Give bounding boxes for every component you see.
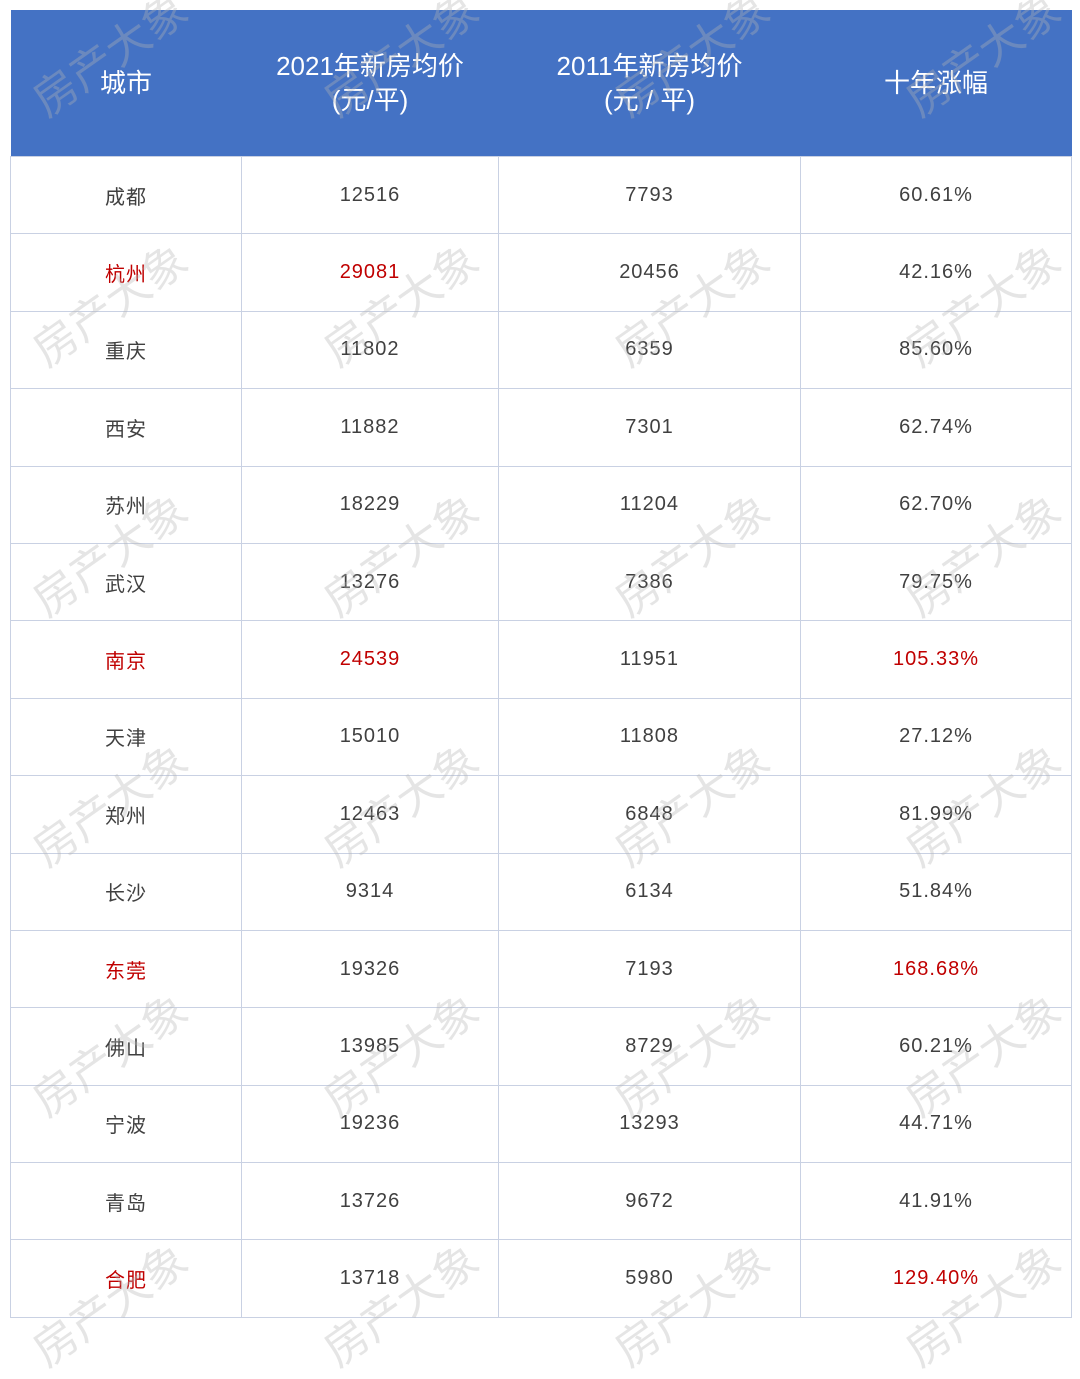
table-row: 西安 11882 7301 62.74% <box>10 388 1072 467</box>
cell-city: 西安 <box>10 388 242 467</box>
cell-growth: 60.61% <box>800 155 1072 235</box>
table-row: 合肥 13718 5980 129.40% <box>10 1239 1072 1318</box>
cell-p2021: 12516 <box>241 155 499 235</box>
cell-city: 苏州 <box>10 465 242 544</box>
cell-p2011: 11951 <box>498 620 801 699</box>
cell-city: 武汉 <box>10 542 242 622</box>
column-header-line: 2021年新房均价 <box>276 51 464 81</box>
cell-city: 长沙 <box>10 852 242 931</box>
cell-p2021: 11802 <box>241 310 499 390</box>
cell-city: 杭州 <box>10 233 242 312</box>
cell-growth: 105.33% <box>800 620 1072 699</box>
column-header-line: (元 / 平) <box>604 85 695 115</box>
cell-p2021: 19326 <box>241 929 499 1009</box>
cell-p2011: 20456 <box>498 233 801 312</box>
cell-city: 成都 <box>10 155 242 235</box>
column-header: 2011年新房均价 (元 / 平) <box>498 10 801 157</box>
cell-p2011: 6359 <box>498 310 801 390</box>
cell-growth: 168.68% <box>800 929 1072 1009</box>
column-header-line: 2011年新房均价 <box>556 51 743 81</box>
cell-growth: 85.60% <box>800 310 1072 390</box>
cell-p2011: 9672 <box>498 1162 801 1241</box>
cell-growth: 41.91% <box>800 1162 1072 1241</box>
cell-city: 宁波 <box>10 1084 242 1164</box>
cell-growth: 81.99% <box>800 775 1072 854</box>
cell-p2011: 7793 <box>498 155 801 235</box>
cell-city: 天津 <box>10 697 242 777</box>
table-row: 青岛 13726 9672 41.91% <box>10 1162 1072 1241</box>
cell-growth: 44.71% <box>800 1084 1072 1164</box>
cell-growth: 27.12% <box>800 697 1072 777</box>
cell-p2021: 11882 <box>241 388 499 467</box>
cell-p2021: 12463 <box>241 775 499 854</box>
table-row: 长沙 9314 6134 51.84% <box>10 852 1072 931</box>
table-row: 重庆 11802 6359 85.60% <box>10 310 1072 390</box>
column-header-line: (元/平) <box>331 85 409 115</box>
table-row: 成都 12516 7793 60.61% <box>10 155 1072 235</box>
cell-p2011: 6134 <box>498 852 801 931</box>
cell-city: 东莞 <box>10 929 242 1009</box>
cell-p2011: 11808 <box>498 697 801 777</box>
table-row: 苏州 18229 11204 62.70% <box>10 465 1072 544</box>
table-row: 东莞 19326 7193 168.68% <box>10 929 1072 1009</box>
cell-p2011: 7301 <box>498 388 801 467</box>
table-row: 佛山 13985 8729 60.21% <box>10 1007 1072 1086</box>
cell-p2021: 13718 <box>241 1239 499 1318</box>
table-row: 南京 24539 11951 105.33% <box>10 620 1072 699</box>
cell-growth: 129.40% <box>800 1239 1072 1318</box>
cell-p2021: 13276 <box>241 542 499 622</box>
cell-city: 佛山 <box>10 1007 242 1086</box>
cell-growth: 79.75% <box>800 542 1072 622</box>
cell-p2011: 7386 <box>498 542 801 622</box>
column-header: 十年涨幅 <box>800 10 1072 157</box>
cell-p2011: 13293 <box>498 1084 801 1164</box>
cell-p2021: 9314 <box>241 852 499 931</box>
table-row: 郑州 12463 6848 81.99% <box>10 775 1072 854</box>
cell-p2011: 7193 <box>498 929 801 1009</box>
cell-p2021: 18229 <box>241 465 499 544</box>
table-row: 武汉 13276 7386 79.75% <box>10 542 1072 622</box>
header-row: 城市 2021年新房均价 (元/平) 2011年新房均价 (元 / 平) 十年涨幅 <box>10 10 1072 157</box>
cell-p2011: 6848 <box>498 775 801 854</box>
table-row: 天津 15010 11808 27.12% <box>10 697 1072 777</box>
cell-city: 南京 <box>10 620 242 699</box>
cell-p2011: 11204 <box>498 465 801 544</box>
cell-growth: 62.74% <box>800 388 1072 467</box>
table-row: 杭州 29081 20456 42.16% <box>10 233 1072 312</box>
cell-p2021: 13985 <box>241 1007 499 1086</box>
cell-p2021: 15010 <box>241 697 499 777</box>
cell-city: 青岛 <box>10 1162 242 1241</box>
column-header: 2021年新房均价 (元/平) <box>241 10 499 157</box>
cell-growth: 60.21% <box>800 1007 1072 1086</box>
cell-p2011: 8729 <box>498 1007 801 1086</box>
cell-p2021: 24539 <box>241 620 499 699</box>
cell-p2021: 13726 <box>241 1162 499 1241</box>
cell-growth: 62.70% <box>800 465 1072 544</box>
column-header: 城市 <box>10 10 242 157</box>
table-row: 宁波 19236 13293 44.71% <box>10 1084 1072 1164</box>
cell-city: 郑州 <box>10 775 242 854</box>
cell-p2021: 19236 <box>241 1084 499 1164</box>
column-header-line: 城市 <box>99 68 152 98</box>
cell-city: 重庆 <box>10 310 242 390</box>
cell-growth: 51.84% <box>800 852 1072 931</box>
price-table: 城市 2021年新房均价 (元/平) 2011年新房均价 (元 / 平) 十年涨幅 成都 1… <box>10 10 1072 1318</box>
cell-city: 合肥 <box>10 1239 242 1318</box>
cell-p2011: 5980 <box>498 1239 801 1318</box>
column-header-line: 十年涨幅 <box>883 68 988 98</box>
cell-growth: 42.16% <box>800 233 1072 312</box>
cell-p2021: 29081 <box>241 233 499 312</box>
